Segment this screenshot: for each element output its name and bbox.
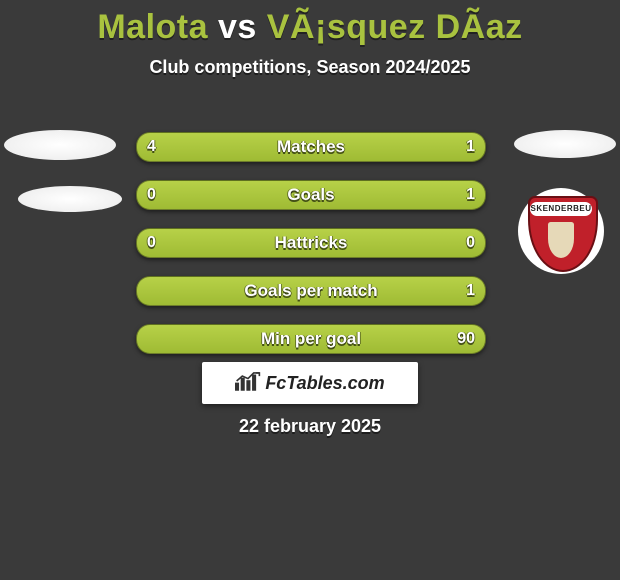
player-left-badge-1 [4, 130, 116, 160]
stat-label: Min per goal [137, 325, 485, 353]
page-root: Malota vs VÃ¡squez DÃ­az Club competitio… [0, 8, 620, 580]
subtitle: Club competitions, Season 2024/2025 [0, 57, 620, 78]
stat-right-value: 1 [456, 277, 485, 305]
crest-banner-text: SKENDERBEU [530, 202, 592, 216]
stat-right-value: 1 [456, 181, 485, 209]
club-crest-skenderbeu: SKENDERBEU [518, 188, 604, 274]
stat-bar-min-per-goal: Min per goal 90 [136, 324, 486, 354]
player-left-badge-2 [18, 186, 122, 212]
stat-bar-goals-per-match: Goals per match 1 [136, 276, 486, 306]
stat-bars: 4 Matches 1 0 Goals 1 0 Hattricks 0 Goal… [136, 132, 486, 372]
stat-bar-goals: 0 Goals 1 [136, 180, 486, 210]
fctables-text: FcTables.com [265, 373, 384, 394]
title-player-right: VÃ¡squez DÃ­az [267, 8, 523, 46]
player-right-badge-1 [514, 130, 616, 158]
bars-icon [235, 371, 261, 396]
stat-label: Hattricks [137, 229, 485, 257]
stat-label: Goals per match [137, 277, 485, 305]
title-player-left: Malota [97, 8, 208, 46]
stat-right-value: 1 [456, 133, 485, 161]
stat-right-value: 0 [456, 229, 485, 257]
fctables-link[interactable]: FcTables.com [202, 362, 418, 404]
stat-bar-matches: 4 Matches 1 [136, 132, 486, 162]
stat-right-value: 90 [447, 325, 485, 353]
page-title: Malota vs VÃ¡squez DÃ­az [0, 8, 620, 47]
snapshot-date: 22 february 2025 [0, 416, 620, 437]
stat-label: Goals [137, 181, 485, 209]
title-vs: vs [218, 8, 257, 46]
stat-bar-hattricks: 0 Hattricks 0 [136, 228, 486, 258]
stat-label: Matches [137, 133, 485, 161]
